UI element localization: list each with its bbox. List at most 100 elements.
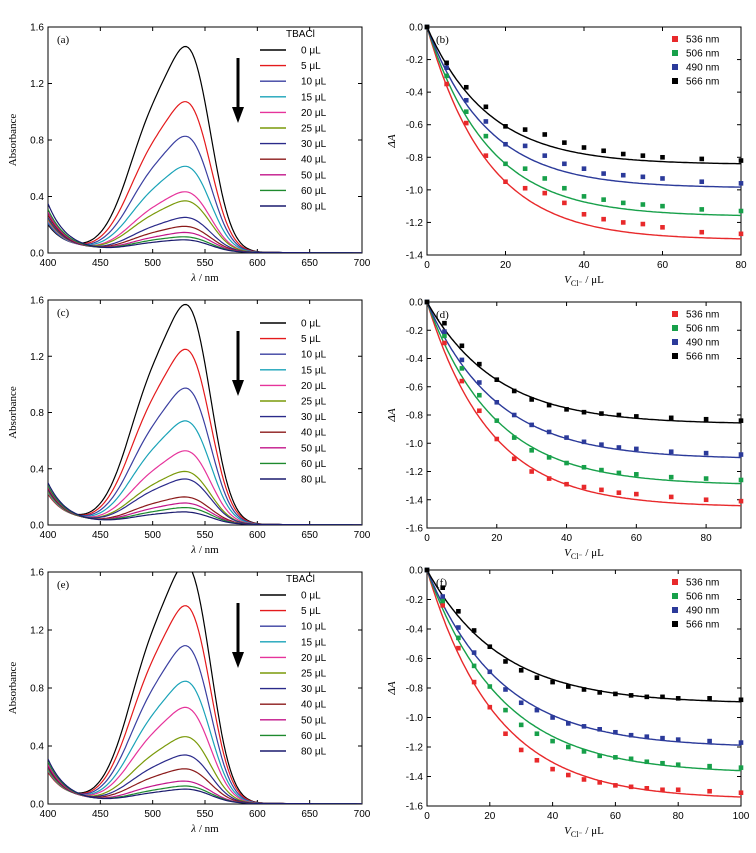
y-axis-label: ΔA xyxy=(386,681,398,695)
panel-e: 400 450 500 550 600 650 700 0.0 0.4 0.8 1.2 1.6 (e) λ… xyxy=(7,568,371,836)
data-point xyxy=(550,738,555,744)
x-axis-label-unit: / nm xyxy=(196,272,219,284)
legend-marker xyxy=(672,579,678,585)
y-tick-label: 0.8 xyxy=(30,136,44,147)
x-tick-label: 550 xyxy=(197,258,214,269)
x-tick-label: 600 xyxy=(249,530,266,541)
data-point xyxy=(534,675,540,680)
x-tick-label: 700 xyxy=(354,530,371,541)
data-point xyxy=(703,450,709,456)
x-axis-label-unit: / nm xyxy=(196,823,219,835)
legend-label: 30 μL xyxy=(301,412,327,423)
y-tick-label: -0.6 xyxy=(406,654,424,665)
data-point xyxy=(542,153,548,158)
x-tick-label: 500 xyxy=(144,530,161,541)
data-point xyxy=(668,494,674,500)
data-point xyxy=(471,663,477,669)
data-point xyxy=(562,140,567,145)
y-tick-label: -0.2 xyxy=(406,326,424,337)
x-tick-label: 40 xyxy=(547,811,559,822)
y-tick-label: 0.0 xyxy=(30,521,44,532)
x-axis-label-unit: / μL xyxy=(583,274,604,286)
data-point xyxy=(487,704,493,710)
data-point xyxy=(675,737,681,742)
fit-curve xyxy=(427,302,741,507)
y-tick-label: -0.4 xyxy=(406,354,424,365)
data-point xyxy=(503,659,508,664)
data-point xyxy=(613,729,618,735)
x-axis-label-symbol: λ xyxy=(190,544,196,556)
data-point xyxy=(518,722,524,728)
y-tick-label: 1.6 xyxy=(30,296,44,307)
legend-marker xyxy=(672,36,678,42)
legend-label: 25 μL xyxy=(301,124,327,135)
data-point xyxy=(620,220,626,225)
legend-marker xyxy=(672,64,678,70)
x-tick-label: 450 xyxy=(92,809,109,820)
y-axis-label: ΔA xyxy=(386,134,398,148)
data-point xyxy=(675,696,681,701)
legend-label: 20 μL xyxy=(301,381,327,392)
data-point xyxy=(634,472,639,477)
data-point xyxy=(660,203,665,209)
data-point xyxy=(660,225,665,230)
y-tick-label: -0.6 xyxy=(406,120,424,131)
data-point xyxy=(550,766,555,772)
data-point xyxy=(529,397,534,402)
spectra-group xyxy=(48,572,362,804)
data-point xyxy=(581,777,587,782)
fit-curve xyxy=(427,27,741,240)
legend-label: 20 μL xyxy=(301,108,327,119)
data-point xyxy=(668,415,674,421)
spectrum-line xyxy=(48,482,362,525)
x-tick-label: 700 xyxy=(354,258,371,269)
data-point xyxy=(703,476,709,481)
data-point xyxy=(456,609,461,614)
data-point xyxy=(707,696,712,701)
legend-label: 15 μL xyxy=(301,365,327,376)
data-point xyxy=(738,231,744,237)
decrease-arrow-head xyxy=(232,652,244,668)
data-point xyxy=(675,762,681,767)
data-point xyxy=(613,755,618,760)
data-point xyxy=(546,429,552,435)
data-point xyxy=(518,668,524,673)
data-point xyxy=(620,151,626,157)
data-point xyxy=(738,697,744,703)
fit-curve xyxy=(427,570,741,798)
data-point xyxy=(487,684,493,689)
legend-label: 10 μL xyxy=(301,350,327,361)
x-tick-label: 0 xyxy=(424,260,430,271)
legend-marker xyxy=(672,593,678,599)
data-point xyxy=(463,120,469,126)
legend-label: 536 nm xyxy=(686,310,719,321)
legend-marker xyxy=(672,339,678,345)
y-tick-label: -0.4 xyxy=(406,88,424,99)
data-point xyxy=(522,143,528,149)
data-point xyxy=(703,497,709,503)
data-point xyxy=(424,24,430,30)
fit-group xyxy=(427,27,741,240)
y-tick-label: 0.4 xyxy=(30,742,44,753)
panel-label: (f) xyxy=(436,577,447,589)
x-tick-label: 0 xyxy=(424,811,430,822)
data-point xyxy=(440,598,445,604)
data-point xyxy=(562,161,567,167)
data-point xyxy=(597,753,602,759)
legend-label: 40 μL xyxy=(301,155,327,166)
y-tick-label: -1.2 xyxy=(406,743,424,754)
decrease-arrow-head xyxy=(232,380,244,396)
data-point xyxy=(542,132,548,137)
data-point xyxy=(442,340,447,346)
x-tick-label: 550 xyxy=(197,530,214,541)
x-tick-label: 550 xyxy=(197,809,214,820)
decrease-arrow-head xyxy=(232,107,244,123)
y-tick-label: 1.2 xyxy=(30,352,44,363)
legend-label: 60 μL xyxy=(301,186,327,197)
data-point xyxy=(640,174,646,180)
data-point xyxy=(566,772,571,778)
data-point xyxy=(581,194,587,199)
data-point xyxy=(487,669,493,675)
y-tick-label: 1.2 xyxy=(30,79,44,90)
data-point xyxy=(597,690,602,695)
